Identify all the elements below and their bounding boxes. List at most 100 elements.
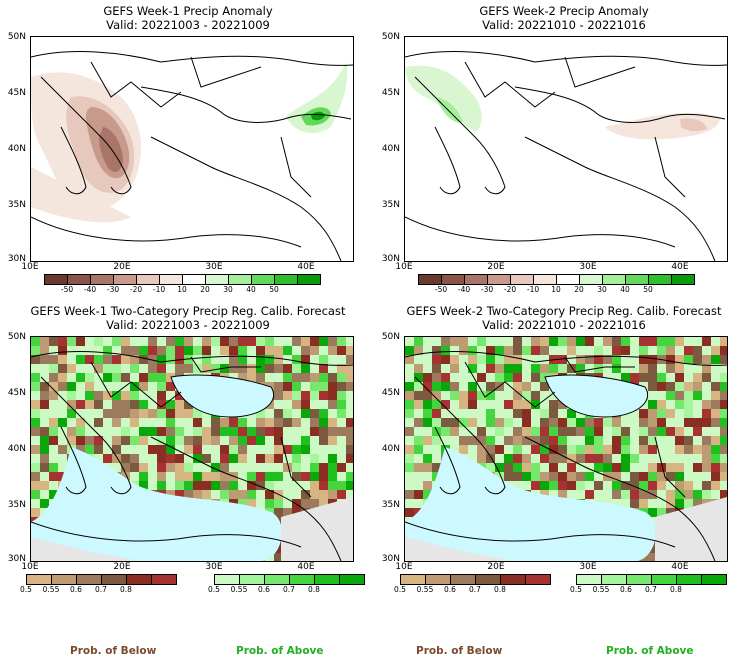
probability-cell [184, 337, 193, 346]
probability-cell [58, 382, 67, 391]
probability-cell [513, 382, 522, 391]
panel-week2-anomaly: GEFS Week-2 Precip Anomaly Valid: 202210… [376, 0, 752, 300]
probability-cell [166, 445, 175, 454]
probability-cell [328, 463, 337, 472]
probability-cell [495, 364, 504, 373]
probability-cell [711, 463, 720, 472]
probability-cell [274, 427, 283, 436]
probability-cell [666, 346, 675, 355]
probability-cell [648, 436, 657, 445]
probability-cell [337, 463, 346, 472]
probability-cell [414, 445, 423, 454]
probability-cell [283, 445, 292, 454]
probability-cell [121, 427, 130, 436]
probability-cell [639, 346, 648, 355]
probability-cell [31, 508, 40, 517]
colorbar-swatch [476, 575, 501, 584]
probability-cell [693, 499, 702, 508]
probability-cell [603, 454, 612, 463]
probability-cell [711, 436, 720, 445]
probability-cell [202, 418, 211, 427]
probability-cell [220, 346, 229, 355]
probability-cell [702, 409, 711, 418]
probability-cell [567, 472, 576, 481]
probability-cell [193, 346, 202, 355]
probability-cell [567, 364, 576, 373]
probability-cell [310, 337, 319, 346]
lon-label-40e: 40E [297, 262, 315, 272]
panel-title: GEFS Week-2 Two-Category Precip Reg. Cal… [406, 304, 722, 318]
probability-cell [612, 418, 621, 427]
probability-cell [558, 418, 567, 427]
probability-cell [157, 400, 166, 409]
probability-cell [67, 337, 76, 346]
colorbar-tick-label: 0.7 [645, 585, 657, 594]
probability-cell [139, 409, 148, 418]
probability-cell [49, 364, 58, 373]
colorbar-swatch [52, 575, 77, 584]
probability-cell [630, 481, 639, 490]
lat-label-45n: 45N [7, 88, 26, 98]
probability-cell [594, 418, 603, 427]
colorbar-swatch [577, 575, 602, 584]
probability-cell [657, 400, 666, 409]
probability-cell [594, 436, 603, 445]
probability-cell [256, 346, 265, 355]
probability-cell [540, 436, 549, 445]
probability-cell [310, 391, 319, 400]
probability-cell [711, 346, 720, 355]
probability-cell [630, 454, 639, 463]
probability-cell [49, 391, 58, 400]
probability-cell [675, 409, 684, 418]
probability-cell [540, 382, 549, 391]
probability-cell [103, 364, 112, 373]
probability-cell [148, 337, 157, 346]
probability-cell [337, 427, 346, 436]
probability-cell [337, 391, 346, 400]
probability-cell [549, 445, 558, 454]
colorbar-swatch [298, 275, 320, 284]
probability-cell [247, 337, 256, 346]
below-colorbar [400, 574, 551, 585]
probability-cell [567, 454, 576, 463]
probability-cell [175, 490, 184, 499]
probability-cell [319, 355, 328, 364]
probability-cell [148, 346, 157, 355]
probability-cell [477, 337, 486, 346]
lat-label-40n: 40N [381, 144, 400, 154]
probability-cell [292, 382, 301, 391]
colorbar-swatch [652, 575, 677, 584]
probability-cell [265, 454, 274, 463]
probability-cell [648, 463, 657, 472]
probability-cell [103, 454, 112, 463]
lat-label-35n: 35N [381, 500, 400, 510]
colorbar-tick-label: 20 [200, 285, 210, 294]
legend-prob-below: Prob. of Below [70, 645, 157, 657]
probability-cell [31, 382, 40, 391]
lat-label-45n: 45N [381, 88, 400, 98]
lat-label-50n: 50N [381, 332, 400, 342]
probability-cell [292, 499, 301, 508]
probability-cell [301, 436, 310, 445]
probability-cell [441, 427, 450, 436]
probability-cell [292, 391, 301, 400]
probability-cell [513, 409, 522, 418]
probability-cell [175, 346, 184, 355]
probability-cell [693, 391, 702, 400]
probability-cell [211, 418, 220, 427]
probability-cell [720, 463, 727, 472]
probability-cell [94, 445, 103, 454]
probability-cell [702, 382, 711, 391]
probability-cell [247, 472, 256, 481]
probability-cell [283, 409, 292, 418]
probability-cell [648, 427, 657, 436]
probability-cell [486, 391, 495, 400]
probability-cell [166, 346, 175, 355]
probability-cell [202, 490, 211, 499]
probability-cell [238, 418, 247, 427]
probability-cell [85, 364, 94, 373]
probability-cell [121, 463, 130, 472]
probability-cell [648, 544, 657, 553]
lat-label-35n: 35N [381, 200, 400, 210]
probability-cell [459, 373, 468, 382]
